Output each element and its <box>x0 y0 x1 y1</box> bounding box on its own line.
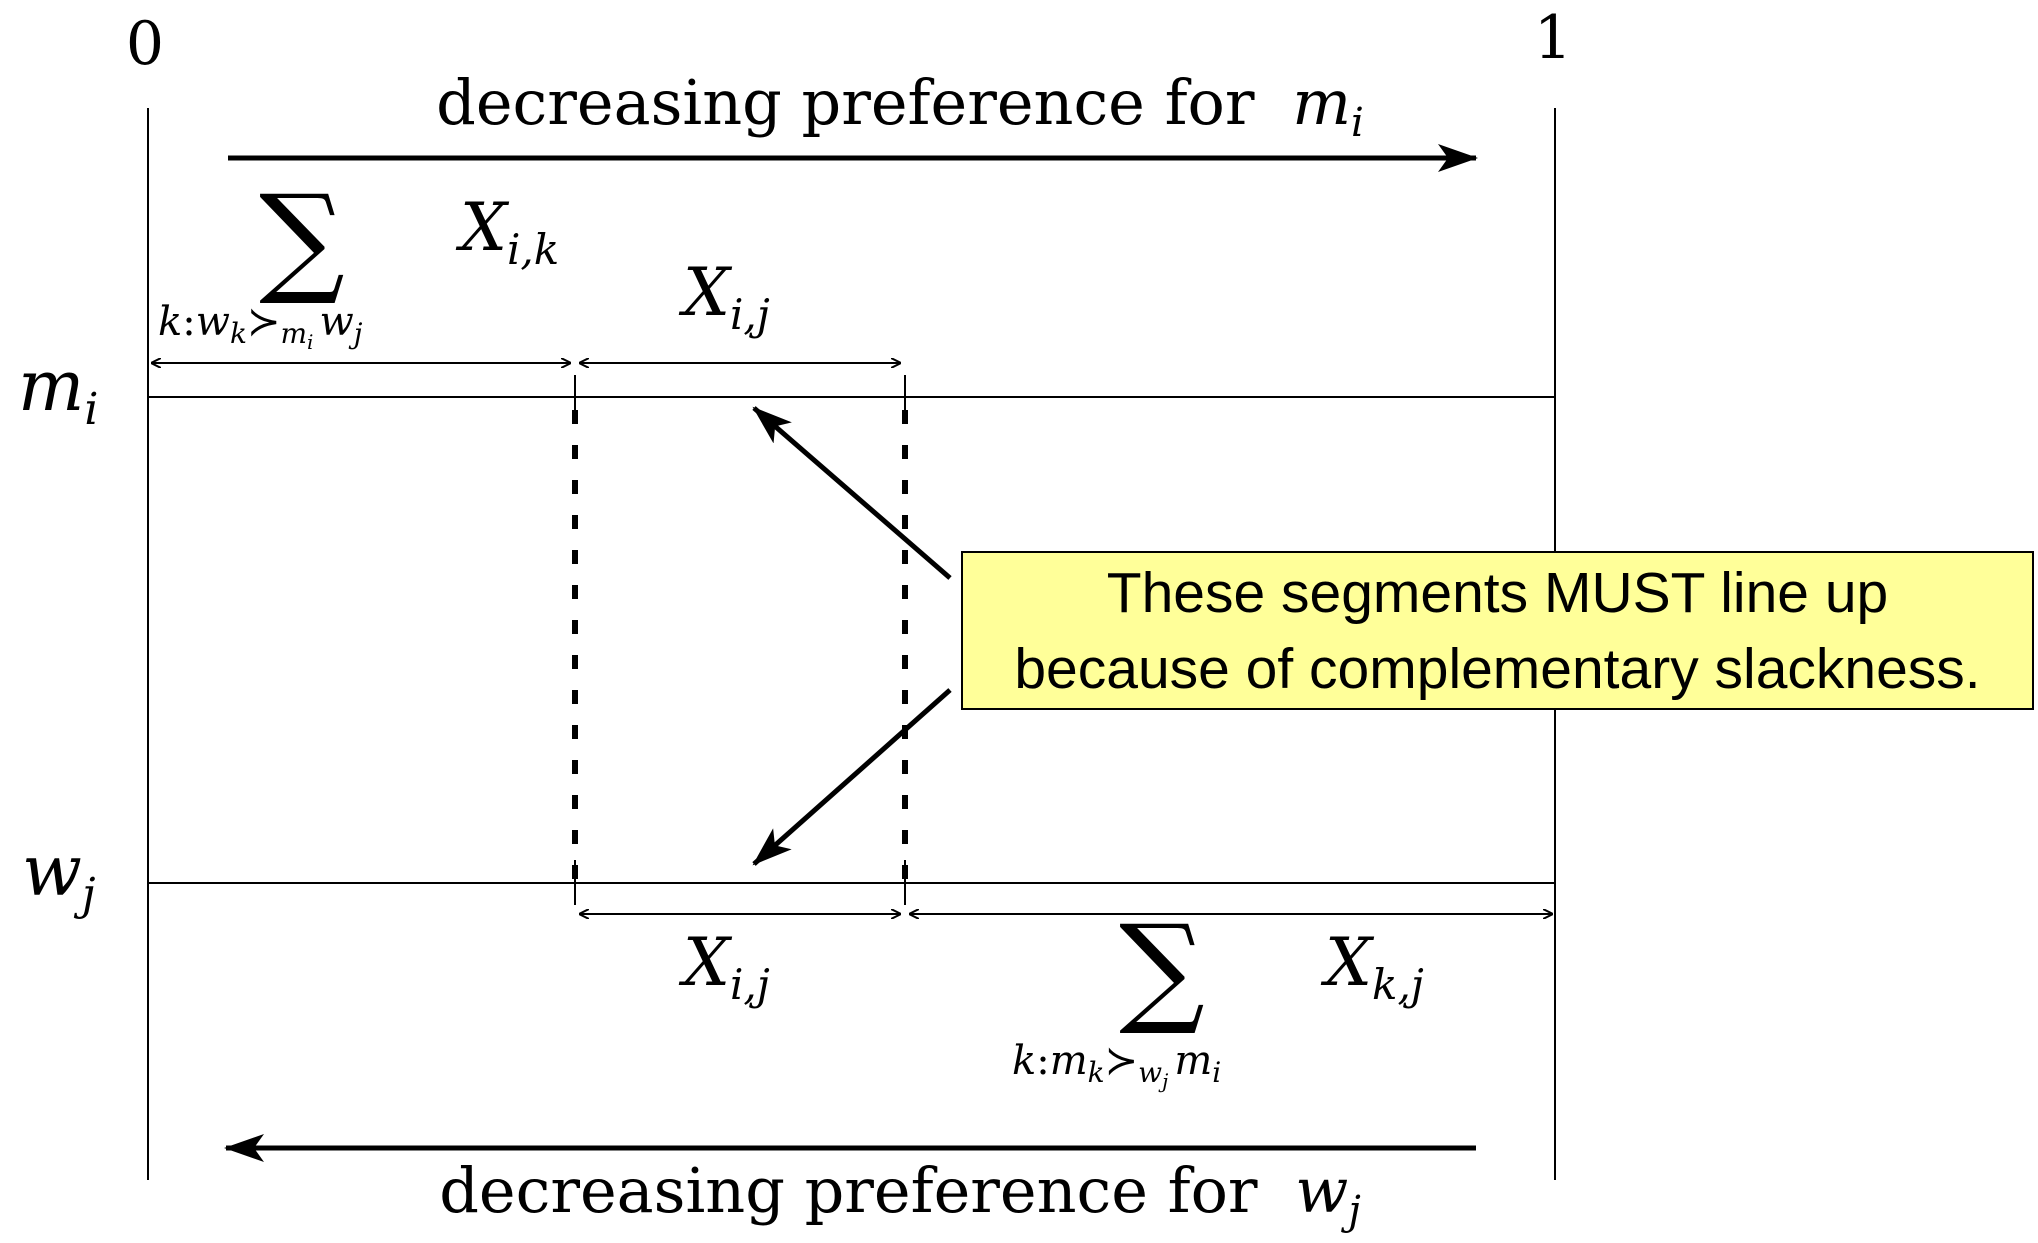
top-preference-caption: decreasing preference for mi <box>436 66 1364 146</box>
bottom-xij-label: Xi,j <box>678 924 770 1009</box>
top-sum-index: k:wk≻mi wj <box>158 299 363 354</box>
bottom-caption-var: w <box>1295 1154 1348 1227</box>
callout-box: These segments MUST line up because of c… <box>961 551 2034 710</box>
callout-arrow-up <box>752 406 952 580</box>
top-caption-sub: i <box>1351 100 1364 146</box>
callout-line-1: These segments MUST line up <box>1106 560 1889 625</box>
top-caption-text: decreasing preference for <box>436 66 1255 139</box>
axis-label-zero: 0 <box>126 9 164 79</box>
bottom-sum-index: k:mk≻wj mi <box>1012 1038 1221 1093</box>
callout-arrow-down <box>752 688 952 866</box>
row-label-top: mi <box>18 345 98 435</box>
bottom-sum-symbol: ∑ <box>1119 900 1205 1039</box>
top-sum-term: Xi,k <box>455 189 559 274</box>
row-label-bottom: wj <box>22 830 96 920</box>
top-xij-label: Xi,j <box>678 254 770 339</box>
axis-label-one: 1 <box>1534 3 1572 73</box>
top-sum-symbol: ∑ <box>259 170 345 309</box>
bottom-sum-term: Xk,j <box>1320 924 1424 1009</box>
top-caption-var: m <box>1292 66 1351 139</box>
callout-line-2: because of complementary slackness. <box>1014 636 1981 701</box>
bottom-preference-caption: decreasing preference for wj <box>439 1154 1361 1234</box>
bottom-caption-text: decreasing preference for <box>439 1154 1258 1227</box>
